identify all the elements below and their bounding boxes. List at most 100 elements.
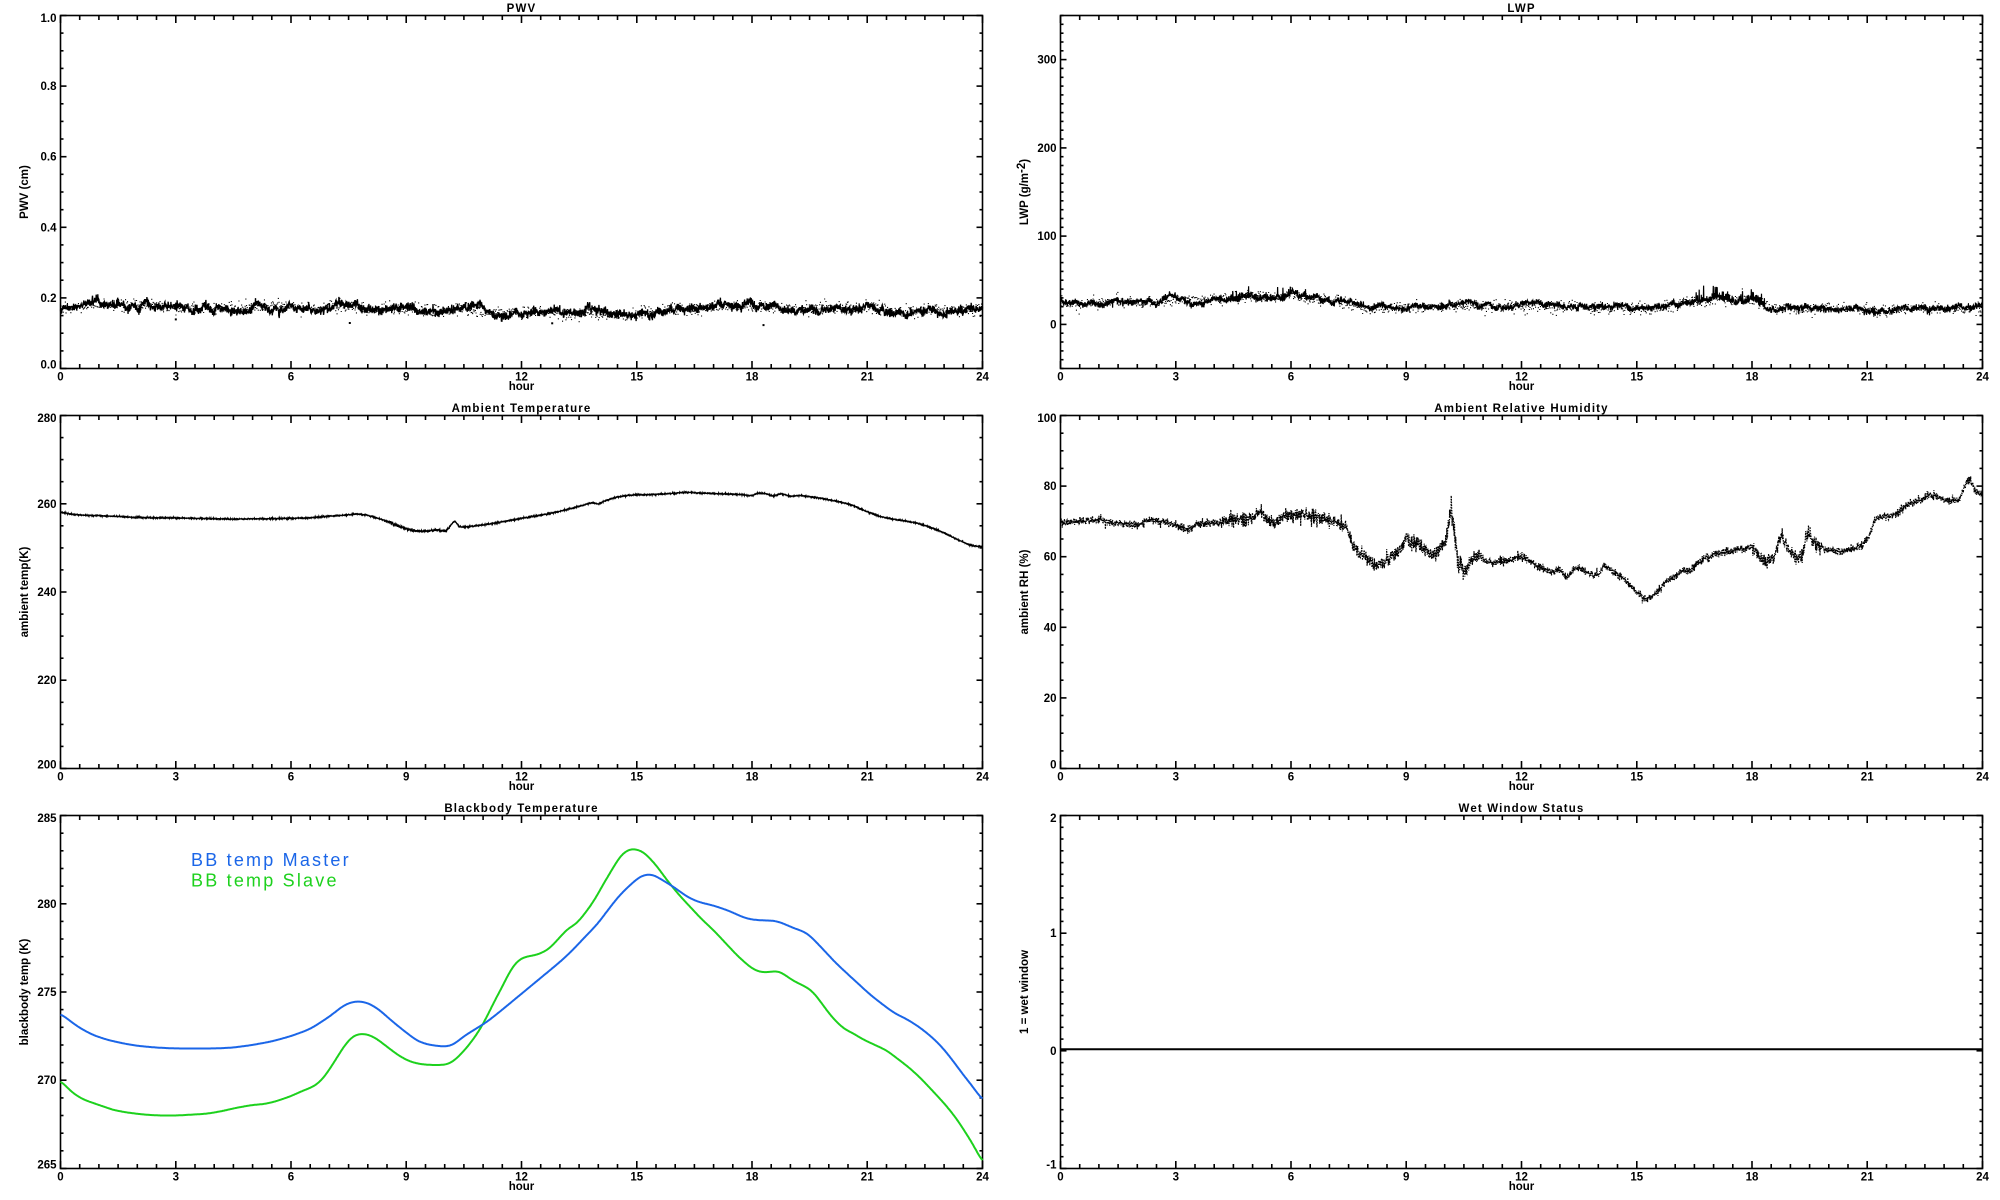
svg-text:12: 12: [515, 1172, 528, 1184]
svg-text:Blackbody Temperature: Blackbody Temperature: [444, 803, 598, 815]
svg-text:12: 12: [515, 372, 528, 384]
svg-text:80: 80: [1044, 481, 1057, 493]
svg-text:0: 0: [57, 372, 63, 384]
svg-text:275: 275: [37, 987, 57, 999]
svg-text:hour: hour: [509, 781, 535, 793]
svg-text:6: 6: [1288, 372, 1294, 384]
svg-text:200: 200: [37, 759, 56, 771]
svg-text:ambient temp(K): ambient temp(K): [19, 546, 31, 637]
svg-text:hour: hour: [509, 381, 535, 393]
svg-text:24: 24: [976, 1172, 989, 1184]
svg-text:BB temp Master: BB temp Master: [191, 850, 351, 870]
svg-text:21: 21: [1861, 1172, 1874, 1184]
svg-text:3: 3: [173, 772, 179, 784]
svg-text:15: 15: [1630, 1172, 1643, 1184]
svg-text:6: 6: [1288, 1172, 1294, 1184]
svg-text:24: 24: [1976, 772, 1989, 784]
svg-text:15: 15: [630, 372, 643, 384]
svg-text:280: 280: [37, 413, 56, 425]
svg-text:9: 9: [1403, 1172, 1409, 1184]
svg-text:PWV (cm): PWV (cm): [19, 165, 31, 219]
svg-text:1 = wet window: 1 = wet window: [1019, 950, 1031, 1034]
svg-text:-1: -1: [1046, 1159, 1057, 1171]
svg-text:9: 9: [403, 372, 409, 384]
svg-text:2: 2: [1050, 813, 1056, 825]
svg-text:24: 24: [1976, 1172, 1989, 1184]
svg-text:21: 21: [861, 372, 874, 384]
svg-text:hour: hour: [1509, 381, 1535, 393]
svg-text:3: 3: [1173, 1172, 1179, 1184]
svg-text:21: 21: [861, 772, 874, 784]
svg-text:12: 12: [515, 772, 528, 784]
svg-text:280: 280: [37, 899, 56, 911]
svg-text:0: 0: [1057, 1172, 1063, 1184]
svg-text:Ambient Relative Humidity: Ambient Relative Humidity: [1434, 403, 1608, 415]
svg-text:265: 265: [37, 1159, 57, 1171]
svg-text:12: 12: [1515, 1172, 1528, 1184]
svg-text:9: 9: [403, 1172, 409, 1184]
svg-text:20: 20: [1044, 693, 1057, 705]
svg-text:18: 18: [746, 372, 759, 384]
svg-text:9: 9: [403, 772, 409, 784]
svg-text:15: 15: [630, 1172, 643, 1184]
svg-text:24: 24: [1976, 372, 1989, 384]
svg-text:21: 21: [861, 1172, 874, 1184]
svg-text:0.8: 0.8: [41, 81, 58, 93]
svg-text:0: 0: [1050, 1046, 1056, 1058]
svg-text:24: 24: [976, 372, 989, 384]
svg-text:18: 18: [1746, 772, 1759, 784]
svg-text:300: 300: [1037, 55, 1056, 67]
svg-text:24: 24: [976, 772, 989, 784]
svg-text:12: 12: [1515, 772, 1528, 784]
svg-text:3: 3: [1173, 772, 1179, 784]
svg-text:LWP: LWP: [1507, 3, 1535, 15]
svg-text:3: 3: [173, 372, 179, 384]
svg-text:240: 240: [37, 587, 56, 599]
svg-text:3: 3: [173, 1172, 179, 1184]
svg-text:Ambient Temperature: Ambient Temperature: [452, 403, 592, 415]
svg-text:Wet Window Status: Wet Window Status: [1459, 803, 1585, 815]
svg-text:15: 15: [630, 772, 643, 784]
svg-text:0: 0: [1050, 759, 1056, 771]
svg-text:18: 18: [1746, 372, 1759, 384]
svg-text:6: 6: [288, 372, 294, 384]
svg-text:18: 18: [746, 772, 759, 784]
svg-text:0: 0: [1050, 319, 1056, 331]
svg-text:100: 100: [1037, 231, 1056, 243]
svg-text:6: 6: [288, 772, 294, 784]
svg-text:0: 0: [57, 1172, 63, 1184]
svg-text:21: 21: [1861, 372, 1874, 384]
svg-text:12: 12: [1515, 372, 1528, 384]
svg-text:ambient RH (%): ambient RH (%): [1019, 549, 1031, 634]
svg-text:hour: hour: [1509, 781, 1535, 793]
svg-text:0: 0: [1057, 772, 1063, 784]
svg-text:BB temp Slave: BB temp Slave: [191, 871, 339, 891]
svg-text:0.0: 0.0: [41, 359, 57, 371]
svg-text:270: 270: [37, 1075, 56, 1087]
svg-text:200: 200: [1037, 143, 1056, 155]
svg-text:15: 15: [1630, 772, 1643, 784]
svg-text:blackbody temp (K): blackbody temp (K): [19, 938, 31, 1045]
svg-text:21: 21: [1861, 772, 1874, 784]
svg-text:9: 9: [1403, 372, 1409, 384]
svg-text:220: 220: [37, 675, 56, 687]
svg-text:0: 0: [1057, 372, 1063, 384]
svg-text:1.0: 1.0: [41, 13, 57, 25]
svg-text:PWV: PWV: [507, 3, 537, 15]
svg-text:60: 60: [1044, 552, 1057, 564]
svg-text:285: 285: [37, 813, 57, 825]
svg-text:6: 6: [1288, 772, 1294, 784]
svg-text:9: 9: [1403, 772, 1409, 784]
svg-text:0.2: 0.2: [41, 293, 57, 305]
svg-text:3: 3: [1173, 372, 1179, 384]
svg-text:0: 0: [57, 772, 63, 784]
svg-text:18: 18: [746, 1172, 759, 1184]
svg-text:0.4: 0.4: [41, 222, 58, 234]
svg-text:1: 1: [1050, 928, 1057, 940]
svg-text:40: 40: [1044, 622, 1057, 634]
svg-text:6: 6: [288, 1172, 294, 1184]
svg-text:18: 18: [1746, 1172, 1759, 1184]
svg-text:15: 15: [1630, 372, 1643, 384]
svg-text:260: 260: [37, 499, 56, 511]
svg-text:100: 100: [1037, 413, 1056, 425]
